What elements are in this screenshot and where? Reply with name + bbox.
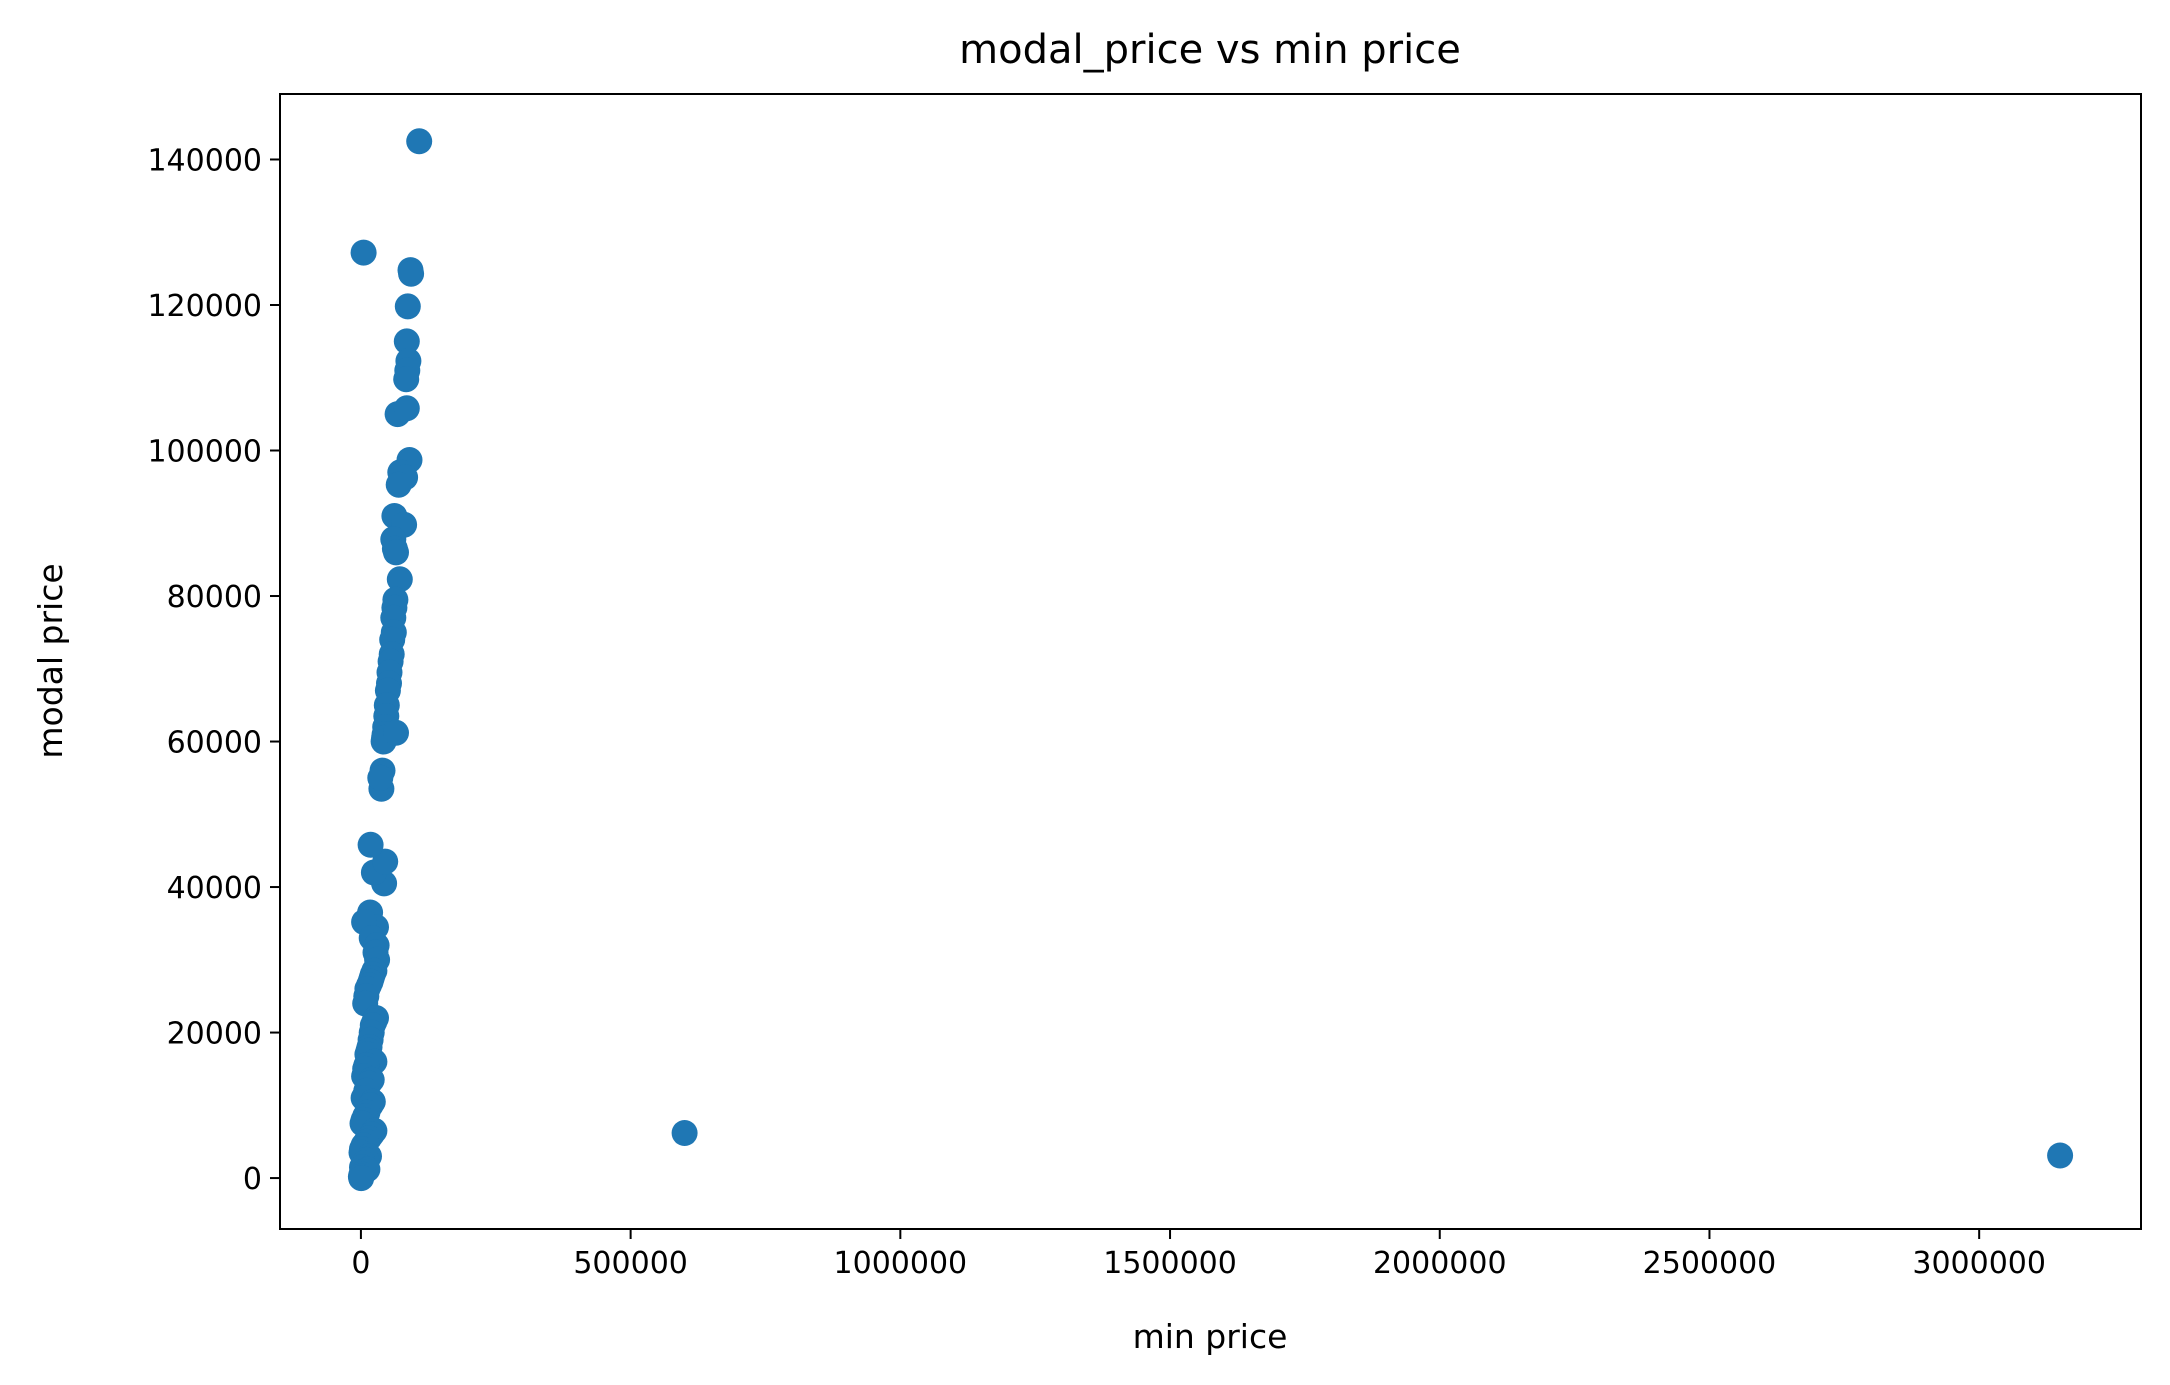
x-tick-label: 3000000: [1912, 1246, 2046, 1281]
data-point: [383, 719, 409, 746]
x-axis: 0 500000 1000000 1500000 2000000 2500000 30000…: [351, 1229, 2046, 1281]
data-point: [393, 328, 420, 355]
x-tick-label: 2500000: [1643, 1246, 1777, 1281]
data-point: [386, 566, 413, 593]
data-point: [2047, 1142, 2074, 1169]
data-points: [347, 128, 2074, 1192]
y-axis-label: modal price: [31, 563, 70, 758]
y-tick-label: 20000: [167, 1017, 262, 1052]
y-tick-label: 60000: [167, 726, 262, 761]
data-point: [383, 539, 409, 566]
chart-title: modal_price vs min price: [959, 27, 1461, 73]
data-point: [393, 395, 420, 422]
y-tick-label: 0: [243, 1162, 262, 1197]
data-point: [350, 239, 377, 266]
x-tick-label: 0: [351, 1246, 370, 1281]
data-point: [671, 1120, 698, 1146]
data-point: [367, 764, 394, 791]
x-tick-label: 1000000: [834, 1246, 968, 1281]
y-tick-label: 120000: [147, 289, 262, 324]
x-axis-label: min price: [1133, 1317, 1288, 1356]
x-tick-label: 1500000: [1103, 1246, 1237, 1281]
y-axis: 0 20000 40000 60000 80000 100000 120000 140000: [147, 143, 280, 1197]
data-point: [348, 1165, 375, 1192]
y-tick-label: 80000: [167, 580, 262, 615]
x-tick-label: 2000000: [1373, 1246, 1507, 1281]
plot-area: [279, 93, 2142, 1230]
plot-frame: [279, 93, 2142, 1230]
y-tick-label: 100000: [147, 435, 262, 470]
x-tick-label: 500000: [573, 1246, 688, 1281]
data-point: [357, 831, 384, 858]
data-point: [385, 471, 412, 498]
y-tick-label: 140000: [147, 143, 262, 178]
data-point: [398, 260, 425, 287]
y-tick-label: 40000: [167, 871, 262, 906]
data-point: [394, 293, 421, 320]
data-point: [372, 848, 399, 875]
data-point: [393, 366, 420, 393]
data-point: [406, 128, 433, 155]
